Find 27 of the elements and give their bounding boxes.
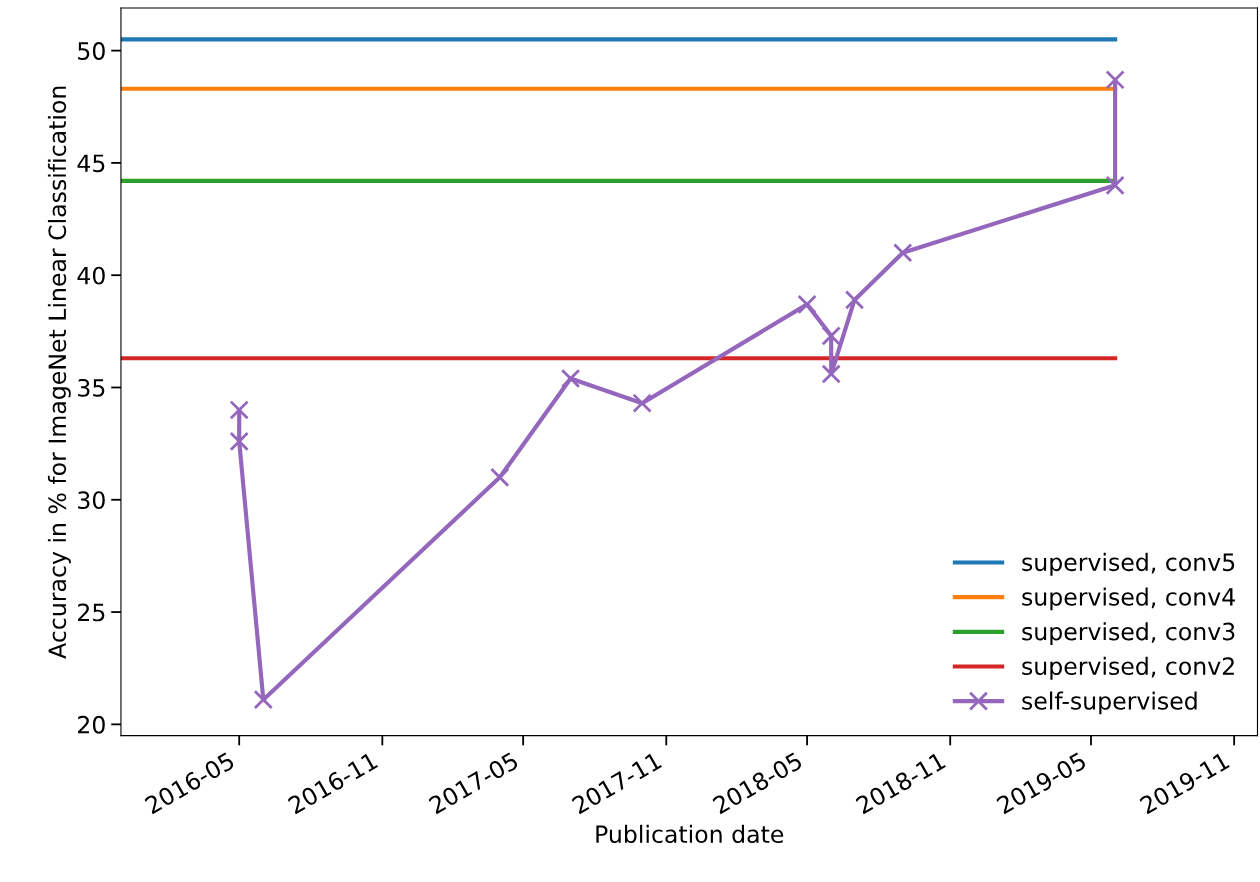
y-tick-label: 50 [78, 42, 105, 60]
legend-label: supervised, conv4 [1022, 587, 1235, 611]
point [229, 400, 249, 420]
point [632, 393, 652, 413]
y-tick-label: 35 [78, 378, 105, 397]
y-tick-label: 45 [77, 154, 105, 173]
legend-label: supervised, conv2 [1022, 656, 1234, 680]
legend-label: supervised, conv5 [1022, 552, 1235, 576]
point [490, 467, 510, 488]
point [797, 294, 817, 315]
y-tick-label: 25 [78, 603, 105, 622]
point [1105, 70, 1125, 90]
legend-label: supervised, conv3 [1022, 622, 1235, 646]
point [821, 326, 841, 346]
point [893, 243, 913, 263]
point [253, 689, 274, 710]
x-axis-title: Publication date [596, 824, 784, 844]
point [560, 368, 581, 389]
y-tick-label: 20 [78, 715, 105, 734]
y-tick-label: 30 [78, 491, 105, 510]
y-axis-title: Accuracy in % for ImageNet Linear Classification [47, 86, 71, 659]
point [844, 290, 865, 310]
point [1105, 175, 1125, 196]
y-tick-label: 40 [77, 266, 105, 285]
point [229, 431, 249, 452]
point [821, 364, 841, 384]
legend-label: self-supervised [1022, 691, 1197, 715]
